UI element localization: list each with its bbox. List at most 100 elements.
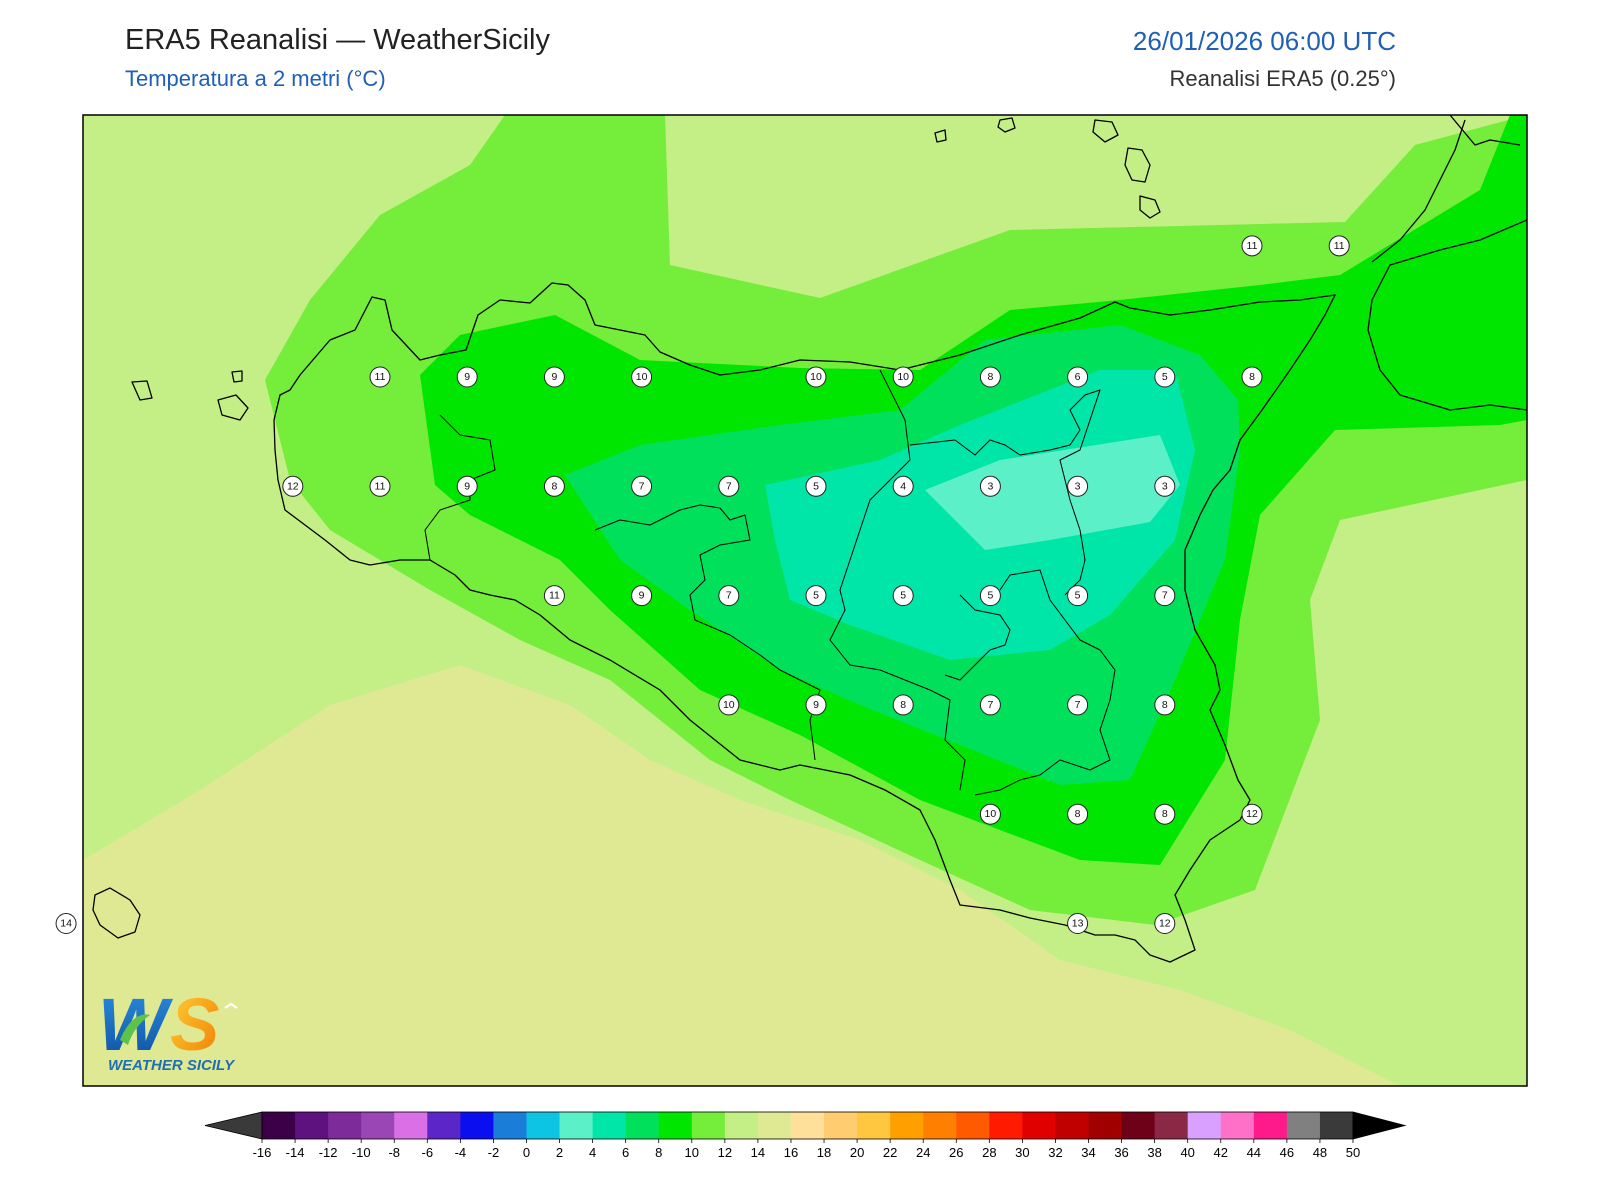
colorbar-tick-label: 14 xyxy=(751,1145,765,1160)
colorbar-bin xyxy=(757,1112,792,1139)
station-value: 8 xyxy=(987,371,993,383)
station-marker: 8 xyxy=(1154,694,1176,716)
colorbar-tick-label: 34 xyxy=(1081,1145,1095,1160)
island-ustica xyxy=(934,129,947,143)
colorbar-tick-label: 10 xyxy=(685,1145,699,1160)
station-value: 7 xyxy=(1075,699,1081,711)
colorbar-bin xyxy=(625,1112,660,1139)
station-value: 11 xyxy=(375,371,386,383)
station-value: 8 xyxy=(1162,699,1168,711)
station-marker: 10 xyxy=(631,366,653,388)
station-value: 7 xyxy=(1162,590,1168,602)
station-marker: 8 xyxy=(1067,803,1089,825)
station-value: 7 xyxy=(726,590,732,602)
colorbar-bin xyxy=(989,1112,1023,1139)
bird-icon xyxy=(224,1002,238,1009)
station-marker: 5 xyxy=(805,585,827,607)
station-value: 12 xyxy=(287,480,299,492)
station-value: 11 xyxy=(375,480,386,492)
station-value: 12 xyxy=(1246,808,1258,820)
temperature-colorbar: -16 -14 -12 -10 -8 -6 -4 -2 0 2 4 6 8 10 12 14 16 18 20 22 2… xyxy=(204,1111,1407,1160)
station-marker: 9 xyxy=(456,366,478,388)
station-marker: 11 xyxy=(543,585,565,607)
sicily-coastline xyxy=(273,282,1336,963)
station-marker: 8 xyxy=(979,366,1001,388)
colorbar-tick-label: 42 xyxy=(1214,1145,1228,1160)
colorbar-bin xyxy=(526,1112,561,1139)
station-value: 7 xyxy=(639,480,645,492)
colorbar-tick-label: 48 xyxy=(1313,1145,1327,1160)
colorbar-bin xyxy=(890,1112,924,1139)
colorbar-bin xyxy=(1220,1112,1255,1139)
colorbar-bin xyxy=(1286,1112,1321,1139)
station-marker: 12 xyxy=(1241,803,1263,825)
station-marker: 7 xyxy=(979,694,1001,716)
station-value: 9 xyxy=(639,590,645,602)
station-value: 10 xyxy=(810,371,822,383)
colorbar-bin xyxy=(824,1112,858,1139)
station-marker: 13 xyxy=(1067,913,1089,934)
colorbar-bin xyxy=(1055,1112,1090,1139)
station-marker: 7 xyxy=(718,475,740,497)
colorbar-tick-label: 44 xyxy=(1247,1145,1261,1160)
station-value: 8 xyxy=(551,480,557,492)
colorbar-min-arrow xyxy=(204,1111,263,1140)
colorbar-tick-label: 36 xyxy=(1114,1145,1128,1160)
station-value: 3 xyxy=(987,480,993,492)
station-marker: 8 xyxy=(1154,803,1176,825)
station-marker: 5 xyxy=(979,585,1001,607)
station-marker: 3 xyxy=(1067,475,1089,497)
colorbar-tick-label: 50 xyxy=(1346,1145,1360,1160)
station-value: 5 xyxy=(1162,371,1168,383)
station-value: 11 xyxy=(1247,240,1258,252)
colorbar-bin xyxy=(427,1112,461,1139)
colorbar-tick-label: 40 xyxy=(1180,1145,1194,1160)
colorbar-tick-label: 26 xyxy=(949,1145,963,1160)
island-salina xyxy=(1092,119,1119,143)
station-value: 4 xyxy=(900,480,906,492)
colorbar-tick-label: -6 xyxy=(422,1145,434,1160)
station-marker: 5 xyxy=(1154,366,1176,388)
colorbar-tick-label: 46 xyxy=(1280,1145,1294,1160)
station-value: 5 xyxy=(1075,590,1081,602)
station-value: 13 xyxy=(1072,918,1084,930)
station-value: 8 xyxy=(1162,808,1168,820)
station-value: 3 xyxy=(1162,480,1168,492)
colorbar-bin xyxy=(493,1112,527,1139)
station-marker: 11 xyxy=(369,366,391,388)
station-value: 5 xyxy=(900,590,906,602)
colorbar-bin xyxy=(361,1112,395,1139)
colorbar-bin xyxy=(1088,1112,1123,1139)
station-value: 9 xyxy=(551,371,557,383)
station-value: 8 xyxy=(1075,808,1081,820)
station-marker: 9 xyxy=(543,366,565,388)
station-marker: 10 xyxy=(805,366,827,388)
valid-datetime: 26/01/2026 06:00 UTC xyxy=(1132,26,1396,56)
colorbar-bin xyxy=(394,1112,428,1139)
colorbar-tick-label: 4 xyxy=(589,1145,596,1160)
island-levanzo xyxy=(231,370,243,383)
colorbar-tick-label: -16 xyxy=(253,1145,272,1160)
station-marker: 10 xyxy=(979,803,1001,825)
station-marker: 7 xyxy=(1067,694,1089,716)
island-favignana xyxy=(131,380,153,401)
colorbar-bin xyxy=(1187,1112,1222,1139)
colorbar-tick-label: -12 xyxy=(319,1145,338,1160)
temperature-field xyxy=(83,115,1527,1086)
colorbar-bin xyxy=(1121,1112,1156,1139)
station-marker: 7 xyxy=(718,585,740,607)
colorbar-max-arrow xyxy=(1352,1111,1407,1140)
station-marker: 5 xyxy=(1067,585,1089,607)
colorbar-bin xyxy=(691,1112,726,1139)
colorbar-tick-label: 0 xyxy=(523,1145,530,1160)
colorbar-bin xyxy=(328,1112,362,1139)
station-marker: 3 xyxy=(979,475,1001,497)
island-alicudi xyxy=(997,117,1016,133)
colorbar-tick-label: 6 xyxy=(622,1145,629,1160)
station-value: 3 xyxy=(1075,480,1081,492)
station-marker: 7 xyxy=(1154,585,1176,607)
colorbar-bin xyxy=(923,1112,957,1139)
colorbar-tick-label: -10 xyxy=(352,1145,371,1160)
colorbar-tick-label: 16 xyxy=(784,1145,798,1160)
colorbar-tick-label: -14 xyxy=(286,1145,305,1160)
